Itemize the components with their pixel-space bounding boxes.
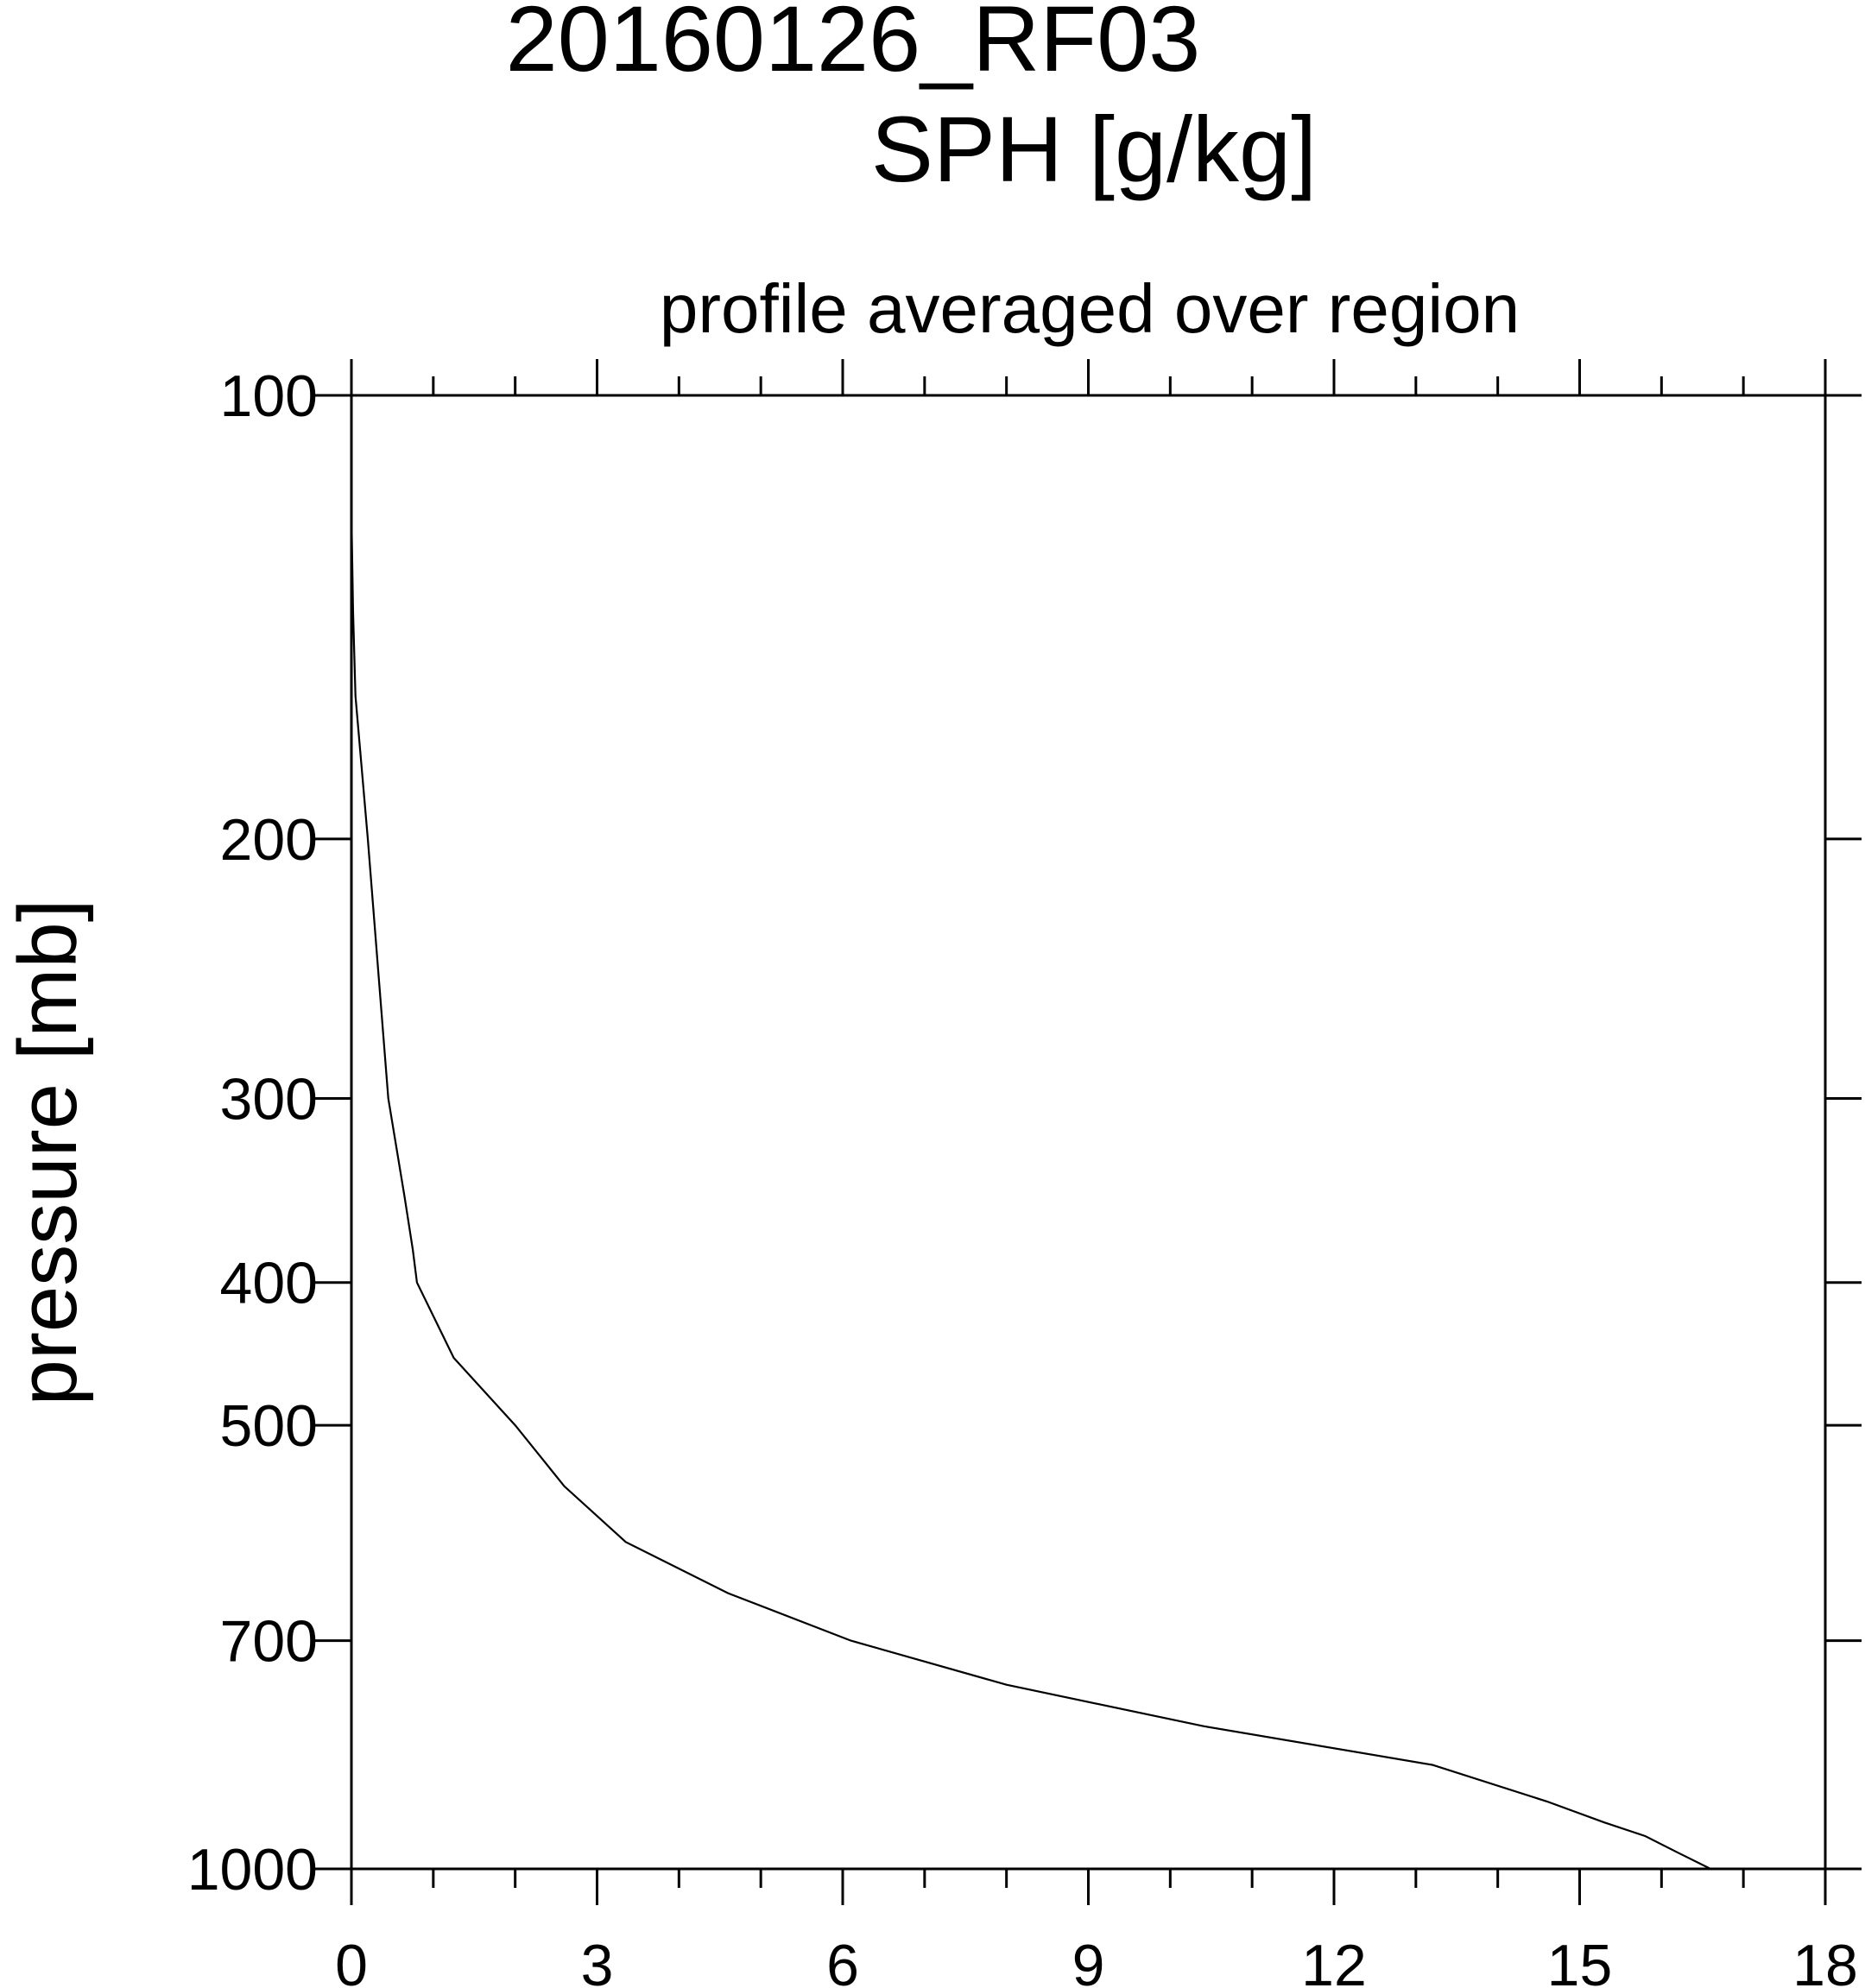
y-axis-label: pressure [mb] (2, 899, 94, 1406)
x-tick-label: 15 (1547, 1933, 1613, 1988)
x-tick-label: 12 (1301, 1933, 1367, 1988)
chart-title: 20160126_RF03 (506, 0, 1201, 91)
plot-area-border (350, 394, 1827, 1871)
series-line-0 (350, 512, 1711, 1870)
x-tick-label: 3 (581, 1933, 614, 1988)
x-tick-label: 9 (1072, 1933, 1105, 1988)
x-tick-label: 6 (826, 1933, 859, 1988)
chart-variable-title: SPH [g/kg] (871, 97, 1317, 201)
y-tick-label: 300 (220, 1066, 318, 1132)
chart-subtitle: profile averaged over region (660, 270, 1520, 347)
plot-frame (350, 394, 1827, 1871)
y-tick-label: 200 (220, 807, 318, 873)
y-tick-label: 1000 (187, 1837, 318, 1903)
y-tick-label: 400 (220, 1251, 318, 1316)
y-tick-label: 100 (220, 363, 318, 429)
y-tick-label: 500 (220, 1393, 318, 1459)
x-axis-ticks (350, 359, 1827, 1905)
x-tick-label: 0 (335, 1933, 368, 1988)
y-axis-tick-labels: 100 200 300 400 500 700 1000 (187, 363, 318, 1903)
series-layer (350, 512, 1711, 1870)
x-tick-label: 18 (1792, 1933, 1858, 1988)
y-tick-label: 700 (220, 1609, 318, 1675)
y-axis-ticks (315, 394, 1862, 1871)
x-axis-tick-labels: 0 3 6 9 12 15 18 (335, 1933, 1858, 1988)
